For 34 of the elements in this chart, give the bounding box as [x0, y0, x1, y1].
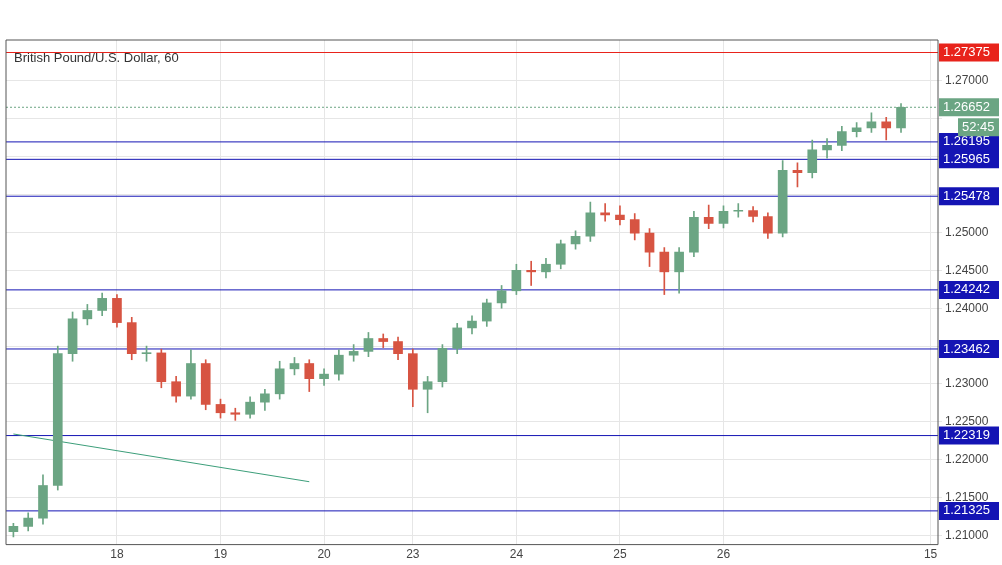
- x-tick-label: 18: [110, 547, 124, 562]
- x-tick-label: 19: [213, 547, 228, 562]
- candlestick: [733, 203, 744, 218]
- ref-line-label: 1.27375: [943, 44, 990, 60]
- y-tick-label: 1.24000: [945, 300, 989, 315]
- ref-line-label: 1.25965: [943, 150, 990, 166]
- ref-line-label: 1.21325: [943, 502, 990, 518]
- candlestick: [230, 407, 241, 421]
- x-tick-label: 25: [613, 547, 627, 562]
- ref-line-label: 1.26652: [943, 98, 990, 114]
- ref-line-label: 1.23462: [943, 340, 990, 356]
- x-tick-label: 23: [406, 547, 420, 562]
- y-tick-label: 1.21000: [945, 527, 989, 542]
- x-tick-label: 26: [716, 547, 731, 562]
- y-tick-label: 1.21500: [945, 489, 989, 504]
- x-tick-label: 24: [509, 547, 524, 562]
- x-tick-label: 15: [923, 547, 938, 562]
- x-tick-label: 20: [317, 547, 332, 562]
- y-tick-label: 1.22500: [945, 414, 989, 429]
- ref-line-label: 1.24242: [943, 281, 990, 297]
- y-tick-label: 1.25000: [945, 224, 989, 239]
- text: 52:45: [962, 118, 995, 134]
- candlestick: [600, 203, 610, 222]
- candlestick: [822, 138, 832, 159]
- y-tick-label: 1.22000: [945, 452, 989, 467]
- y-tick-label: 1.24500: [945, 262, 989, 277]
- candlestick: [526, 260, 537, 286]
- candlestick: [319, 368, 329, 386]
- y-tick-label: 1.23000: [945, 376, 989, 391]
- ref-line-label: 1.22319: [943, 427, 990, 443]
- ref-line-label: 1.25478: [943, 187, 990, 203]
- y-tick-label: 1.27000: [945, 73, 989, 88]
- ref-line-label: 1.26195: [943, 133, 990, 149]
- text: British Pound/U.S. Dollar, 60: [14, 49, 179, 65]
